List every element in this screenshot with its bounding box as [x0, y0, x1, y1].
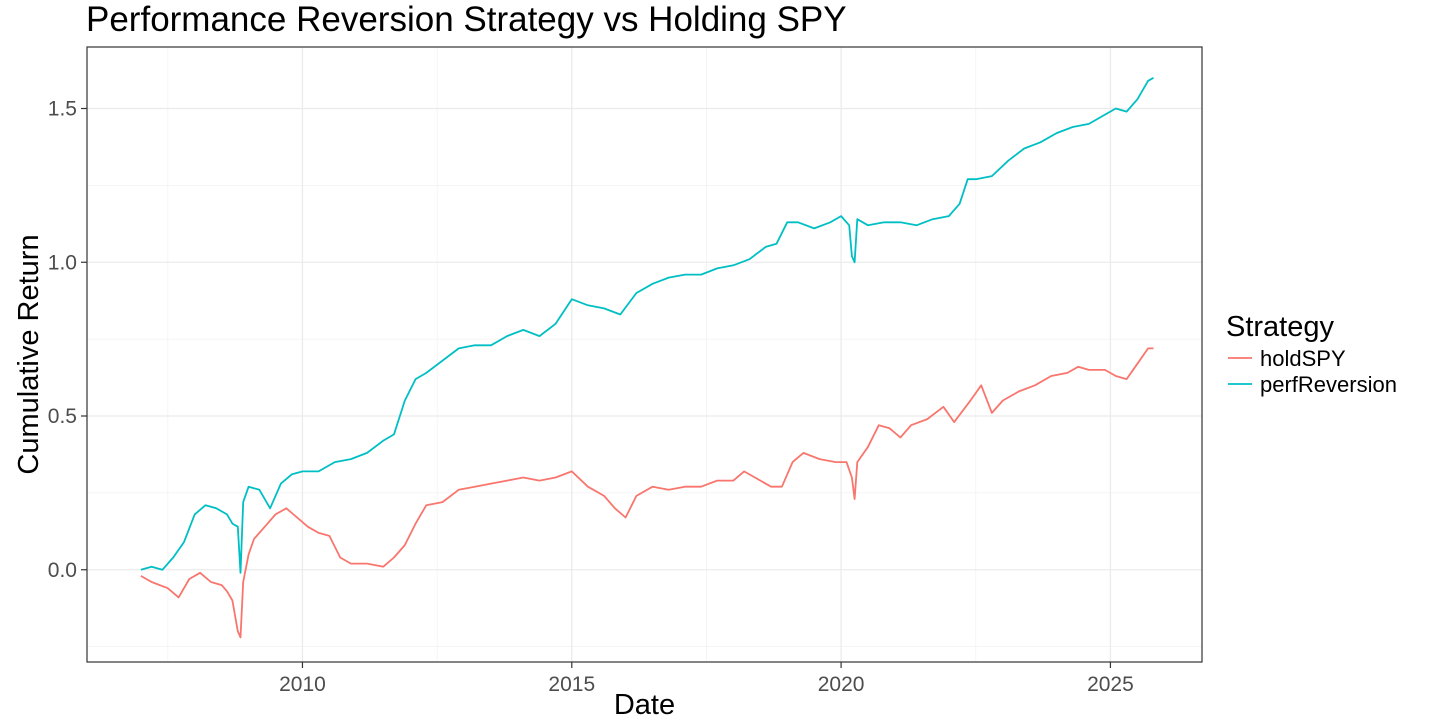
legend-title: Strategy	[1226, 311, 1334, 343]
y-tick-label: 1.5	[48, 98, 77, 121]
series-line-perfReversion	[140, 77, 1154, 574]
series-line-holdSPY	[140, 347, 1154, 639]
chart-title: Performance Reversion Strategy vs Holdin…	[86, 0, 847, 39]
x-tick-label: 2010	[279, 673, 326, 696]
x-tick-label: 2020	[818, 673, 865, 696]
legend-label-perfReversion: perfReversion	[1260, 372, 1397, 397]
y-tick-label: 1.0	[48, 251, 77, 274]
legend-label-holdSPY: holdSPY	[1260, 346, 1346, 371]
x-axis-title: Date	[614, 689, 675, 721]
x-tick-label: 2025	[1087, 673, 1134, 696]
plot-panel	[86, 46, 1203, 663]
series-lines	[140, 77, 1154, 639]
y-axis-title: Cumulative Return	[13, 234, 45, 474]
x-tick-label: 2015	[548, 673, 595, 696]
grid	[87, 47, 1202, 662]
y-tick-label: 0.0	[48, 559, 77, 582]
y-tick-label: 0.5	[48, 405, 77, 428]
axes: 2010 2015 2020 2025 0.0 0.5 1.0 1.5	[48, 98, 1134, 697]
